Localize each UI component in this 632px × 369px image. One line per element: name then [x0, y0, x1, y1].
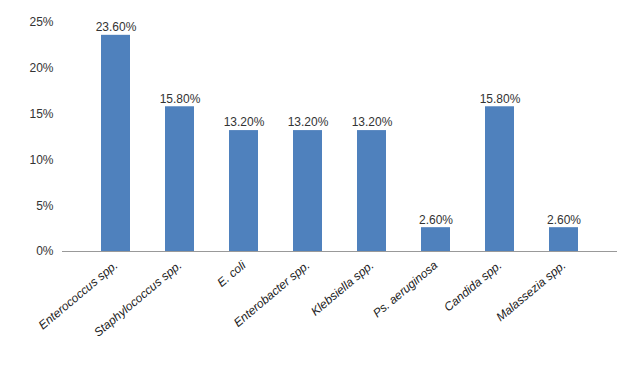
svg-text:Enterococcus spp.: Enterococcus spp. [35, 258, 121, 333]
svg-text:25%: 25% [29, 15, 53, 29]
svg-text:13.20%: 13.20% [224, 115, 265, 129]
svg-text:15%: 15% [29, 107, 53, 121]
svg-text:Malassezia spp.: Malassezia spp. [493, 258, 568, 324]
svg-text:2.60%: 2.60% [419, 213, 453, 227]
svg-text:E. coli: E. coli [214, 258, 248, 290]
svg-text:23.60%: 23.60% [96, 20, 137, 34]
svg-text:13.20%: 13.20% [288, 115, 329, 129]
svg-text:13.20%: 13.20% [352, 115, 393, 129]
svg-text:Staphylococcus spp.: Staphylococcus spp. [91, 258, 184, 339]
svg-text:Candida spp.: Candida spp. [441, 258, 504, 314]
svg-text:15.80%: 15.80% [160, 92, 201, 106]
svg-text:10%: 10% [29, 153, 53, 167]
svg-text:Ps. aeruginosa: Ps. aeruginosa [370, 258, 441, 320]
svg-text:15.80%: 15.80% [480, 92, 521, 106]
svg-text:Klebsiella spp.: Klebsiella spp. [308, 258, 376, 318]
svg-text:2.60%: 2.60% [547, 213, 581, 227]
svg-text:20%: 20% [29, 61, 53, 75]
svg-text:5%: 5% [36, 199, 54, 213]
svg-text:Enterobacter spp.: Enterobacter spp. [231, 258, 313, 330]
svg-text:0%: 0% [36, 244, 54, 258]
